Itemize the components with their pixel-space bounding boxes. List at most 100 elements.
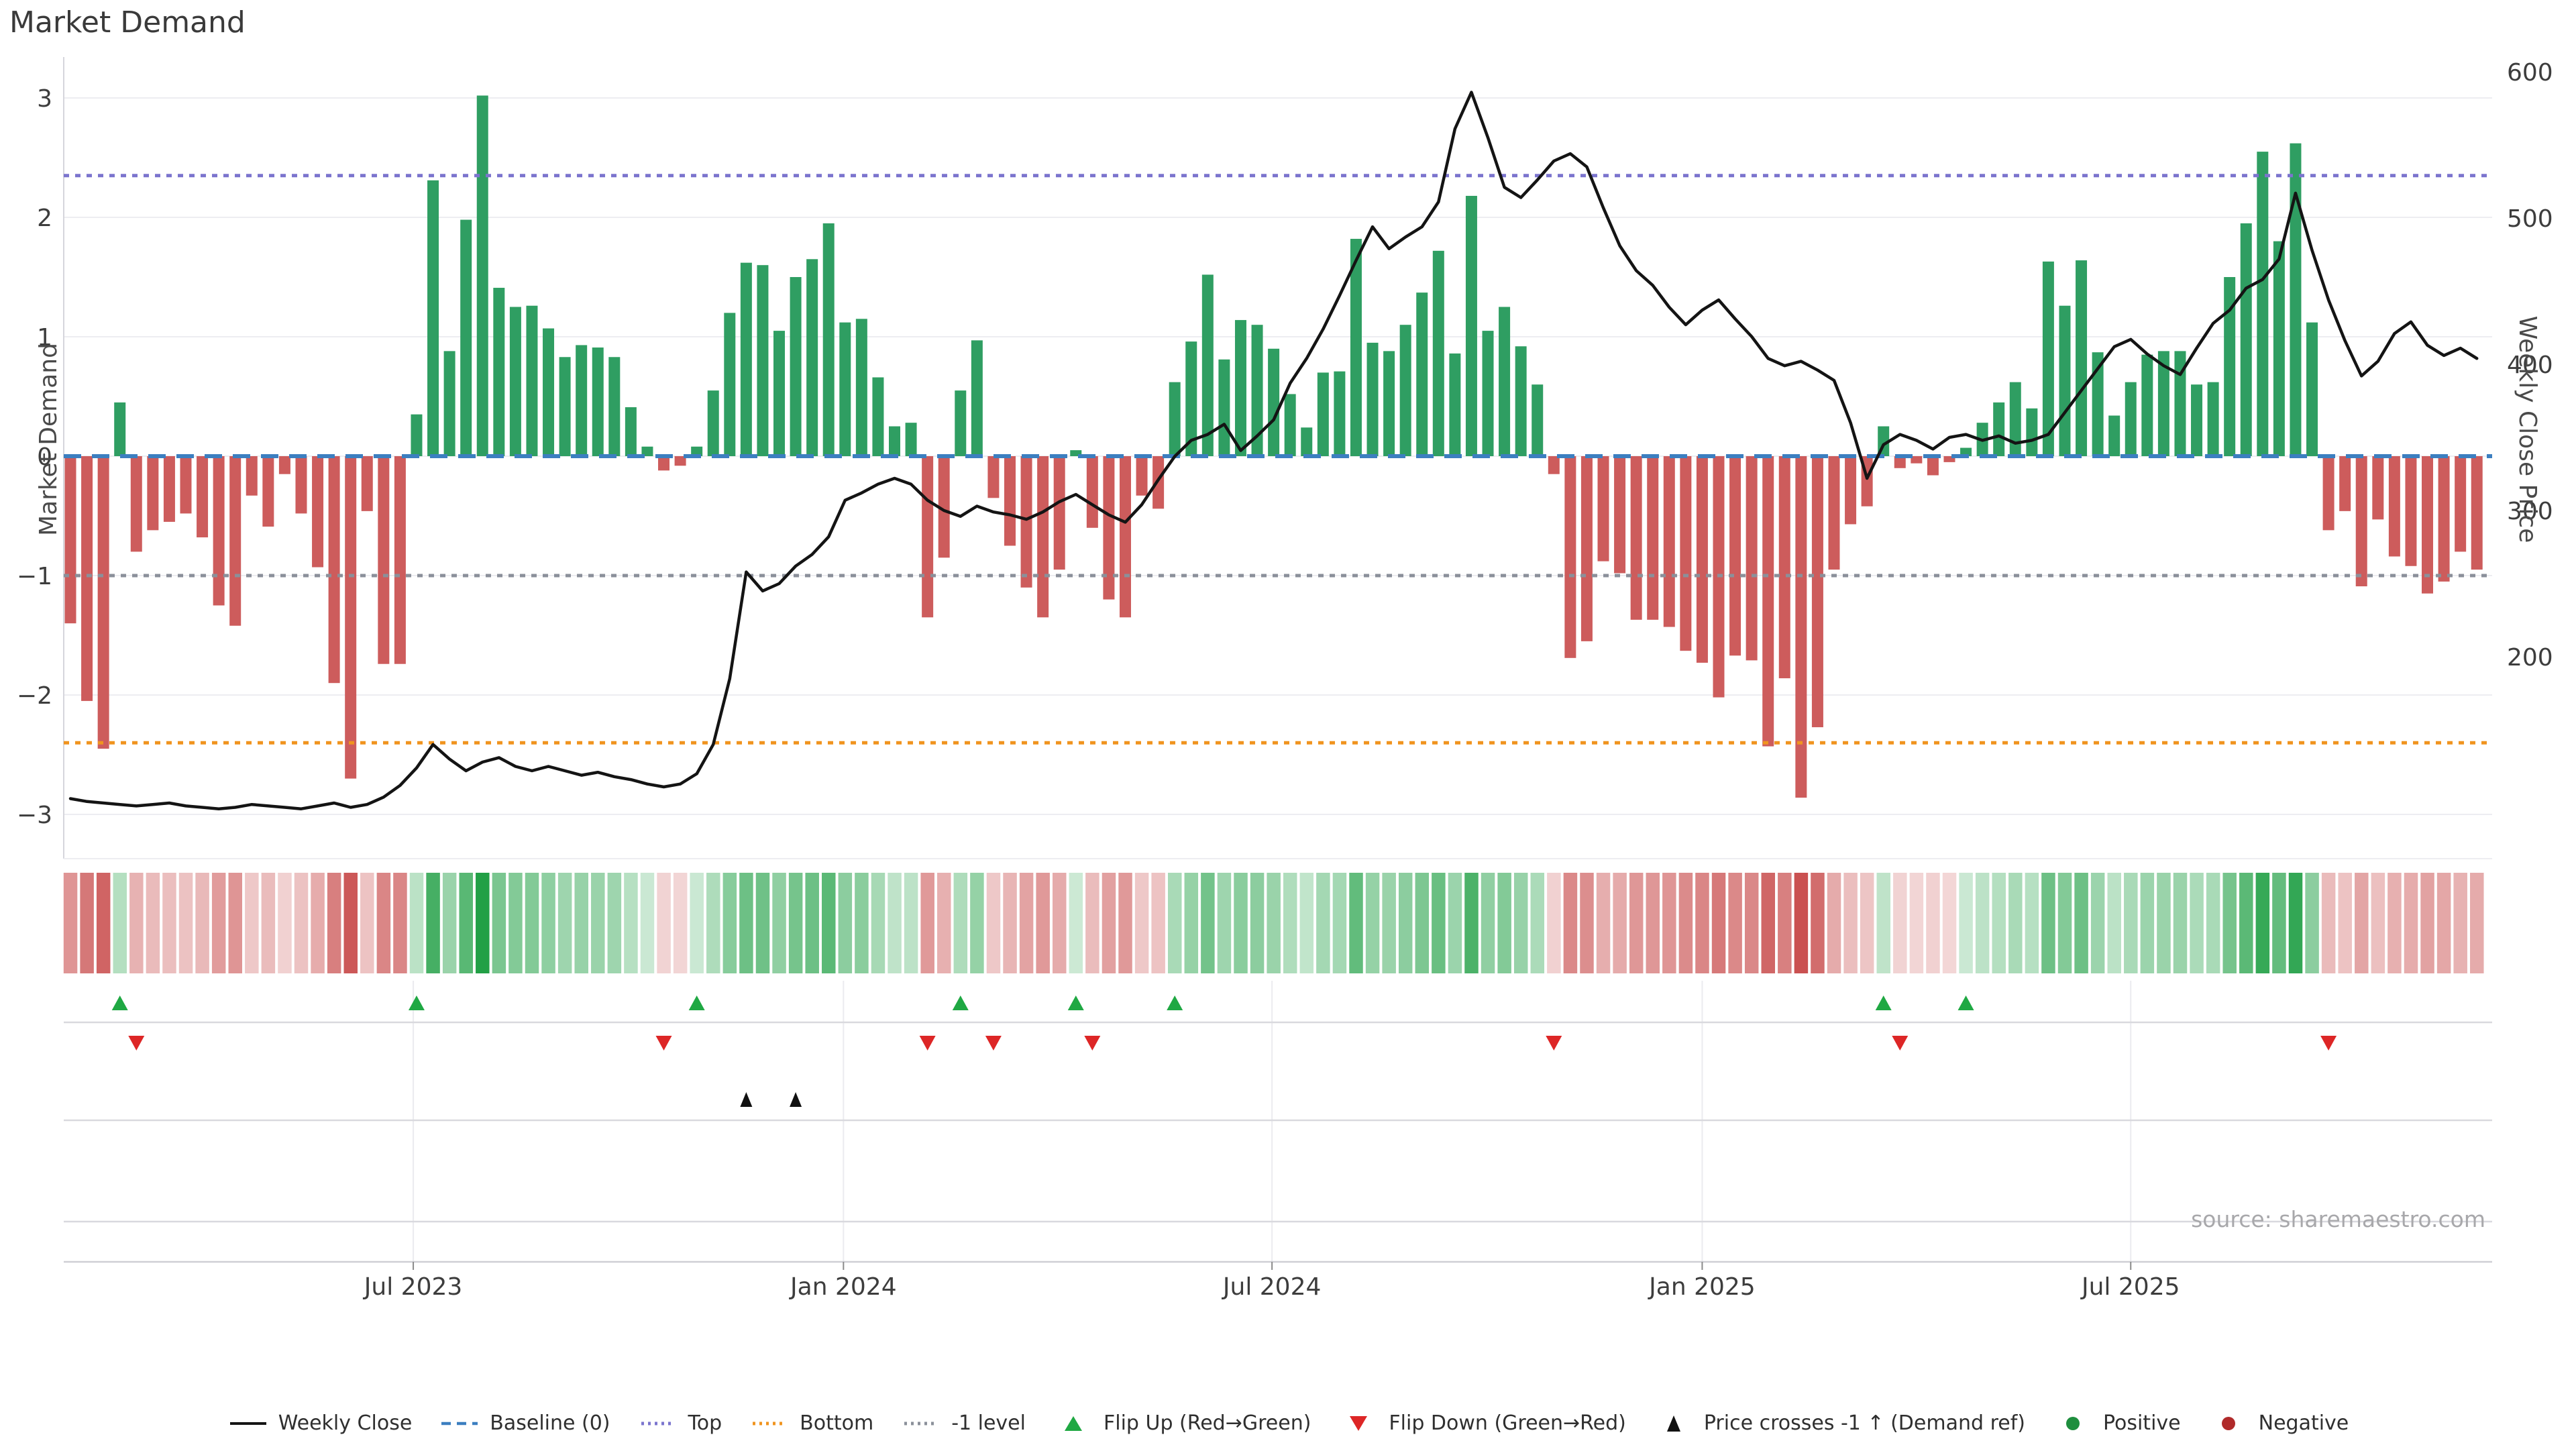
demand-bar-positive bbox=[724, 313, 736, 456]
heatmap-cell bbox=[343, 873, 358, 973]
tri-up-icon bbox=[1064, 1415, 1082, 1431]
demand-bar-positive bbox=[526, 305, 538, 456]
demand-bar-positive bbox=[493, 288, 505, 456]
flip-down-marker bbox=[128, 1036, 145, 1051]
heatmap-cell bbox=[722, 873, 737, 973]
demand-bar-negative bbox=[1004, 456, 1016, 546]
heatmap-cell bbox=[1860, 873, 1874, 973]
heatmap-cell bbox=[1398, 873, 1413, 973]
heatmap-cell bbox=[2338, 873, 2352, 973]
left-tick-label: 0 bbox=[37, 443, 52, 471]
demand-bar-negative bbox=[2471, 456, 2483, 570]
demand-bar-negative bbox=[1696, 456, 1708, 663]
left-tick-label: 2 bbox=[37, 205, 52, 232]
heatmap-cell bbox=[1283, 873, 1297, 973]
demand-bar-negative bbox=[922, 456, 934, 618]
demand-bar-negative bbox=[64, 456, 76, 624]
flip-up-marker bbox=[111, 996, 128, 1010]
demand-bar-negative bbox=[1136, 456, 1148, 496]
heatmap-cell bbox=[1662, 873, 1676, 973]
flip-down-marker bbox=[2320, 1036, 2337, 1051]
heatmap-cell bbox=[739, 873, 753, 973]
x-tick-label: Jul 2024 bbox=[1222, 1273, 1322, 1301]
heatmap-cell bbox=[1563, 873, 1578, 973]
heatmap-cell bbox=[2420, 873, 2434, 973]
circle-icon bbox=[2221, 1416, 2235, 1430]
demand-bar-positive bbox=[1218, 359, 1230, 456]
tri-up-n-icon bbox=[1666, 1415, 1680, 1432]
heatmap-cell bbox=[855, 873, 869, 973]
heatmap-cell bbox=[904, 873, 918, 973]
dots-icon bbox=[641, 1421, 675, 1425]
demand-bar-positive bbox=[1185, 341, 1197, 456]
demand-bar-positive bbox=[971, 340, 983, 456]
heatmap-cell bbox=[1695, 873, 1709, 973]
demand-bar-positive bbox=[2141, 354, 2153, 456]
heatmap-cell bbox=[476, 873, 490, 973]
demand-bar-negative bbox=[2322, 456, 2334, 531]
heatmap-cell bbox=[953, 873, 968, 973]
legend-item-flip-up-red-green: Flip Up (Red→Green) bbox=[1053, 1411, 1311, 1435]
demand-bar-negative bbox=[1811, 456, 1823, 728]
heatmap-cell bbox=[261, 873, 276, 973]
demand-bar-positive bbox=[2059, 305, 2071, 456]
heatmap-cell bbox=[1646, 873, 1660, 973]
demand-bar-negative bbox=[1119, 456, 1131, 618]
heatmap-cell bbox=[113, 873, 127, 973]
demand-bar-positive bbox=[1070, 450, 1082, 456]
legend-label: Flip Down (Green→Red) bbox=[1389, 1411, 1626, 1435]
demand-bar-negative bbox=[1037, 456, 1049, 618]
heatmap-cell bbox=[2140, 873, 2155, 973]
heatmap-cell bbox=[871, 873, 885, 973]
demand-bar-negative bbox=[2355, 456, 2367, 587]
heatmap-cell bbox=[2074, 873, 2088, 973]
demand-bar-positive bbox=[2076, 260, 2088, 456]
heatmap-cell bbox=[327, 873, 341, 973]
heatmap-cell bbox=[1349, 873, 1363, 973]
heatmap-cell bbox=[63, 873, 78, 973]
heatmap-cell bbox=[1481, 873, 1495, 973]
event-markers bbox=[111, 996, 2337, 1107]
demand-bar-negative bbox=[1746, 456, 1758, 661]
heatmap-cell bbox=[690, 873, 704, 973]
demand-bar-positive bbox=[1482, 331, 1494, 456]
heatmap-cell bbox=[211, 873, 226, 973]
demand-bar-positive bbox=[872, 377, 884, 456]
heatmap-cell bbox=[557, 873, 572, 973]
legend-item-baseline-0: Baseline (0) bbox=[439, 1411, 610, 1435]
lower-panel-grid bbox=[64, 981, 2492, 1263]
legend-item-weekly-close: Weekly Close bbox=[227, 1411, 412, 1435]
heatmap-cell bbox=[937, 873, 951, 973]
demand-bar-negative bbox=[938, 456, 950, 558]
heatmap-cell bbox=[1234, 873, 1248, 973]
heatmap-cell bbox=[525, 873, 539, 973]
demand-bar-negative bbox=[394, 456, 406, 664]
heatmap-cell bbox=[360, 873, 374, 973]
demand-bar-negative bbox=[197, 456, 209, 538]
heatmap-cell bbox=[1497, 873, 1511, 973]
x-tick-label: Jul 2023 bbox=[363, 1273, 463, 1301]
left-axis-title: Market Demand bbox=[35, 343, 62, 536]
heatmap-cell bbox=[1102, 873, 1116, 973]
heatmap-cell bbox=[706, 873, 720, 973]
heatmap-cell bbox=[2387, 873, 2402, 973]
demand-bar-positive bbox=[2174, 351, 2186, 456]
heatmap-cell bbox=[96, 873, 111, 973]
page-title: Market Demand bbox=[9, 5, 246, 40]
demand-bar-positive bbox=[773, 331, 786, 456]
legend-label: Price crosses -1 ↑ (Demand ref) bbox=[1703, 1411, 2025, 1435]
demand-bar-negative bbox=[1828, 456, 1840, 570]
demand-bar-positive bbox=[2306, 322, 2318, 456]
heatmap-cell bbox=[2436, 873, 2451, 973]
heatmap-cell bbox=[1613, 873, 1627, 973]
heatmap-cell bbox=[2222, 873, 2237, 973]
flip-up-marker bbox=[952, 996, 969, 1010]
demand-bar-positive bbox=[806, 259, 818, 456]
heatmap-cell bbox=[805, 873, 819, 973]
left-tick-label: −2 bbox=[17, 682, 52, 710]
demand-bar-negative bbox=[2405, 456, 2417, 566]
left-tick-label: 1 bbox=[37, 324, 52, 352]
flip-down-marker bbox=[1084, 1036, 1101, 1051]
demand-bar-positive bbox=[822, 223, 835, 456]
